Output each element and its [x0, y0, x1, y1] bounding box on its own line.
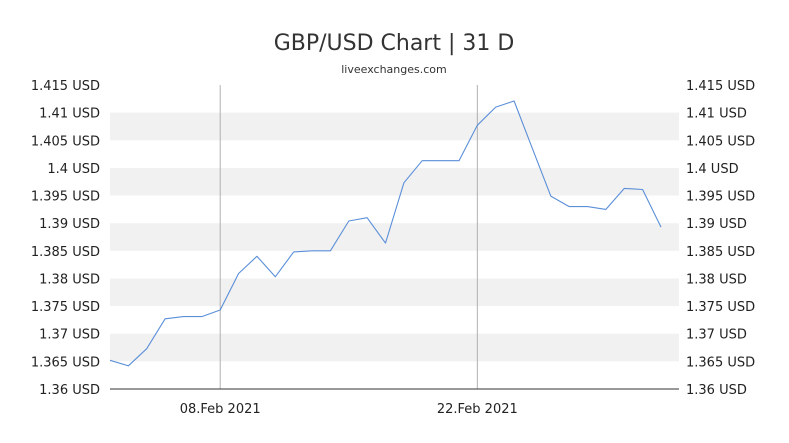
y-tick-label-left: 1.365 USD: [31, 355, 100, 370]
y-tick-label-left: 1.38 USD: [39, 272, 100, 287]
grid-bands: [110, 112, 679, 362]
y-tick-label-right: 1.375 USD: [686, 300, 755, 315]
y-tick-label-left: 1.405 USD: [31, 134, 100, 149]
y-tick-label-right: 1.365 USD: [686, 355, 755, 370]
y-tick-label-right: 1.385 USD: [686, 245, 755, 260]
y-tick-label-right: 1.36 USD: [686, 383, 747, 398]
y-tick-label-right: 1.41 USD: [686, 107, 747, 122]
right-y-axis-ticks: 1.36 USD 1.365 USD 1.37 USD 1.375 USD 1.38 U…: [686, 79, 755, 398]
y-tick-label-right: 1.405 USD: [686, 134, 755, 149]
series-line: [109, 100, 662, 367]
y-tick-label-left: 1.385 USD: [31, 245, 100, 260]
y-tick-label-left: 1.395 USD: [31, 190, 100, 205]
vertical-grid: [219, 85, 478, 389]
grid-band: [110, 112, 679, 141]
grid-band: [110, 333, 679, 362]
grid-band: [110, 167, 679, 196]
x-tick-label: 22.Feb 2021: [437, 402, 518, 417]
y-tick-label-left: 1.39 USD: [39, 217, 100, 232]
y-tick-label-right: 1.415 USD: [686, 79, 755, 94]
x-tick-label: 08.Feb 2021: [180, 402, 261, 417]
y-tick-label-right: 1.37 USD: [686, 328, 747, 343]
y-tick-label-left: 1.415 USD: [31, 79, 100, 94]
y-tick-label-left: 1.41 USD: [39, 107, 100, 122]
y-tick-label-left: 1.4 USD: [47, 162, 100, 177]
left-y-axis-ticks: 1.36 USD 1.365 USD 1.37 USD 1.375 USD 1.38 U…: [31, 79, 100, 398]
y-tick-label-right: 1.38 USD: [686, 272, 747, 287]
x-axis-ticks: 08.Feb 2021 22.Feb 2021: [180, 402, 518, 417]
y-tick-label-left: 1.37 USD: [39, 328, 100, 343]
chart-title: GBP/USD Chart | 31 D: [274, 31, 515, 56]
grid-band: [110, 278, 679, 307]
y-tick-label-right: 1.39 USD: [686, 217, 747, 232]
y-tick-label-right: 1.4 USD: [686, 162, 739, 177]
grid-band: [110, 223, 679, 251]
series-layer: [109, 100, 662, 367]
y-tick-label-left: 1.375 USD: [31, 300, 100, 315]
chart-subtitle: liveexchanges.com: [341, 63, 446, 76]
y-tick-label-right: 1.395 USD: [686, 190, 755, 205]
y-tick-label-left: 1.36 USD: [39, 383, 100, 398]
